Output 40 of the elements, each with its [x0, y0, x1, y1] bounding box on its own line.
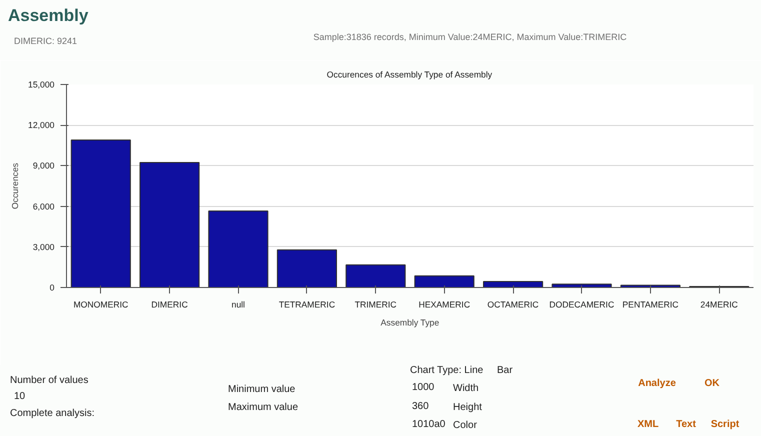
- x-tick-label: DIMERIC: [151, 300, 188, 310]
- text: XML: [637, 419, 659, 430]
- text: 10: [14, 391, 26, 402]
- text: 1000: [412, 382, 434, 393]
- text: Chart Type: Line: [410, 365, 484, 376]
- text: Height: [453, 402, 482, 413]
- y-tick-label: 3,000: [32, 242, 55, 252]
- text: Number of values: [10, 375, 88, 386]
- text: Color: [453, 420, 477, 431]
- chart-title: Assembly: [8, 6, 88, 26]
- text: Text: [676, 419, 696, 430]
- text: DIMERIC: 9241: [14, 36, 78, 46]
- x-tick-label: 24MERIC: [700, 300, 738, 310]
- y-axis-title: Occurences: [10, 162, 20, 210]
- text: Bar: [497, 365, 513, 376]
- x-tick-label: HEXAMERIC: [418, 300, 470, 310]
- x-axis-title: Assembly Type: [380, 318, 440, 328]
- x-tick-label: null: [232, 300, 246, 310]
- text: Complete analysis:: [10, 408, 94, 419]
- chart-subtitle: Occurences of Assembly Type of Assembly: [326, 70, 493, 80]
- y-tick-label: 6,000: [32, 201, 55, 212]
- text: Width: [453, 383, 479, 394]
- text: Analyze: [638, 378, 676, 389]
- x-tick-label: DODECAMERIC: [549, 300, 614, 310]
- text: Maximum value: [228, 402, 298, 413]
- x-tick-label: MONOMERIC: [73, 300, 128, 310]
- x-tick-label: TETRAMERIC: [278, 300, 336, 310]
- y-tick-label: 12,000: [28, 120, 55, 130]
- text: 1010a0: [412, 419, 446, 430]
- text: OK: [704, 378, 720, 389]
- x-tick-label: PENTAMERIC: [622, 300, 679, 310]
- y-tick-label: 9,000: [32, 160, 55, 171]
- text: 360: [412, 401, 429, 412]
- text: Sample:31836 records, Minimum Value:24MERIC, Maximum Value:TRIMERIC: [313, 32, 627, 42]
- text: Script: [710, 419, 740, 430]
- x-tick-label: OCTAMERIC: [487, 300, 539, 310]
- y-tick-label: 0: [50, 282, 55, 292]
- text: Minimum value: [228, 384, 296, 395]
- y-tick-label: 15,000: [28, 80, 55, 90]
- x-tick-label: TRIMERIC: [354, 300, 397, 310]
